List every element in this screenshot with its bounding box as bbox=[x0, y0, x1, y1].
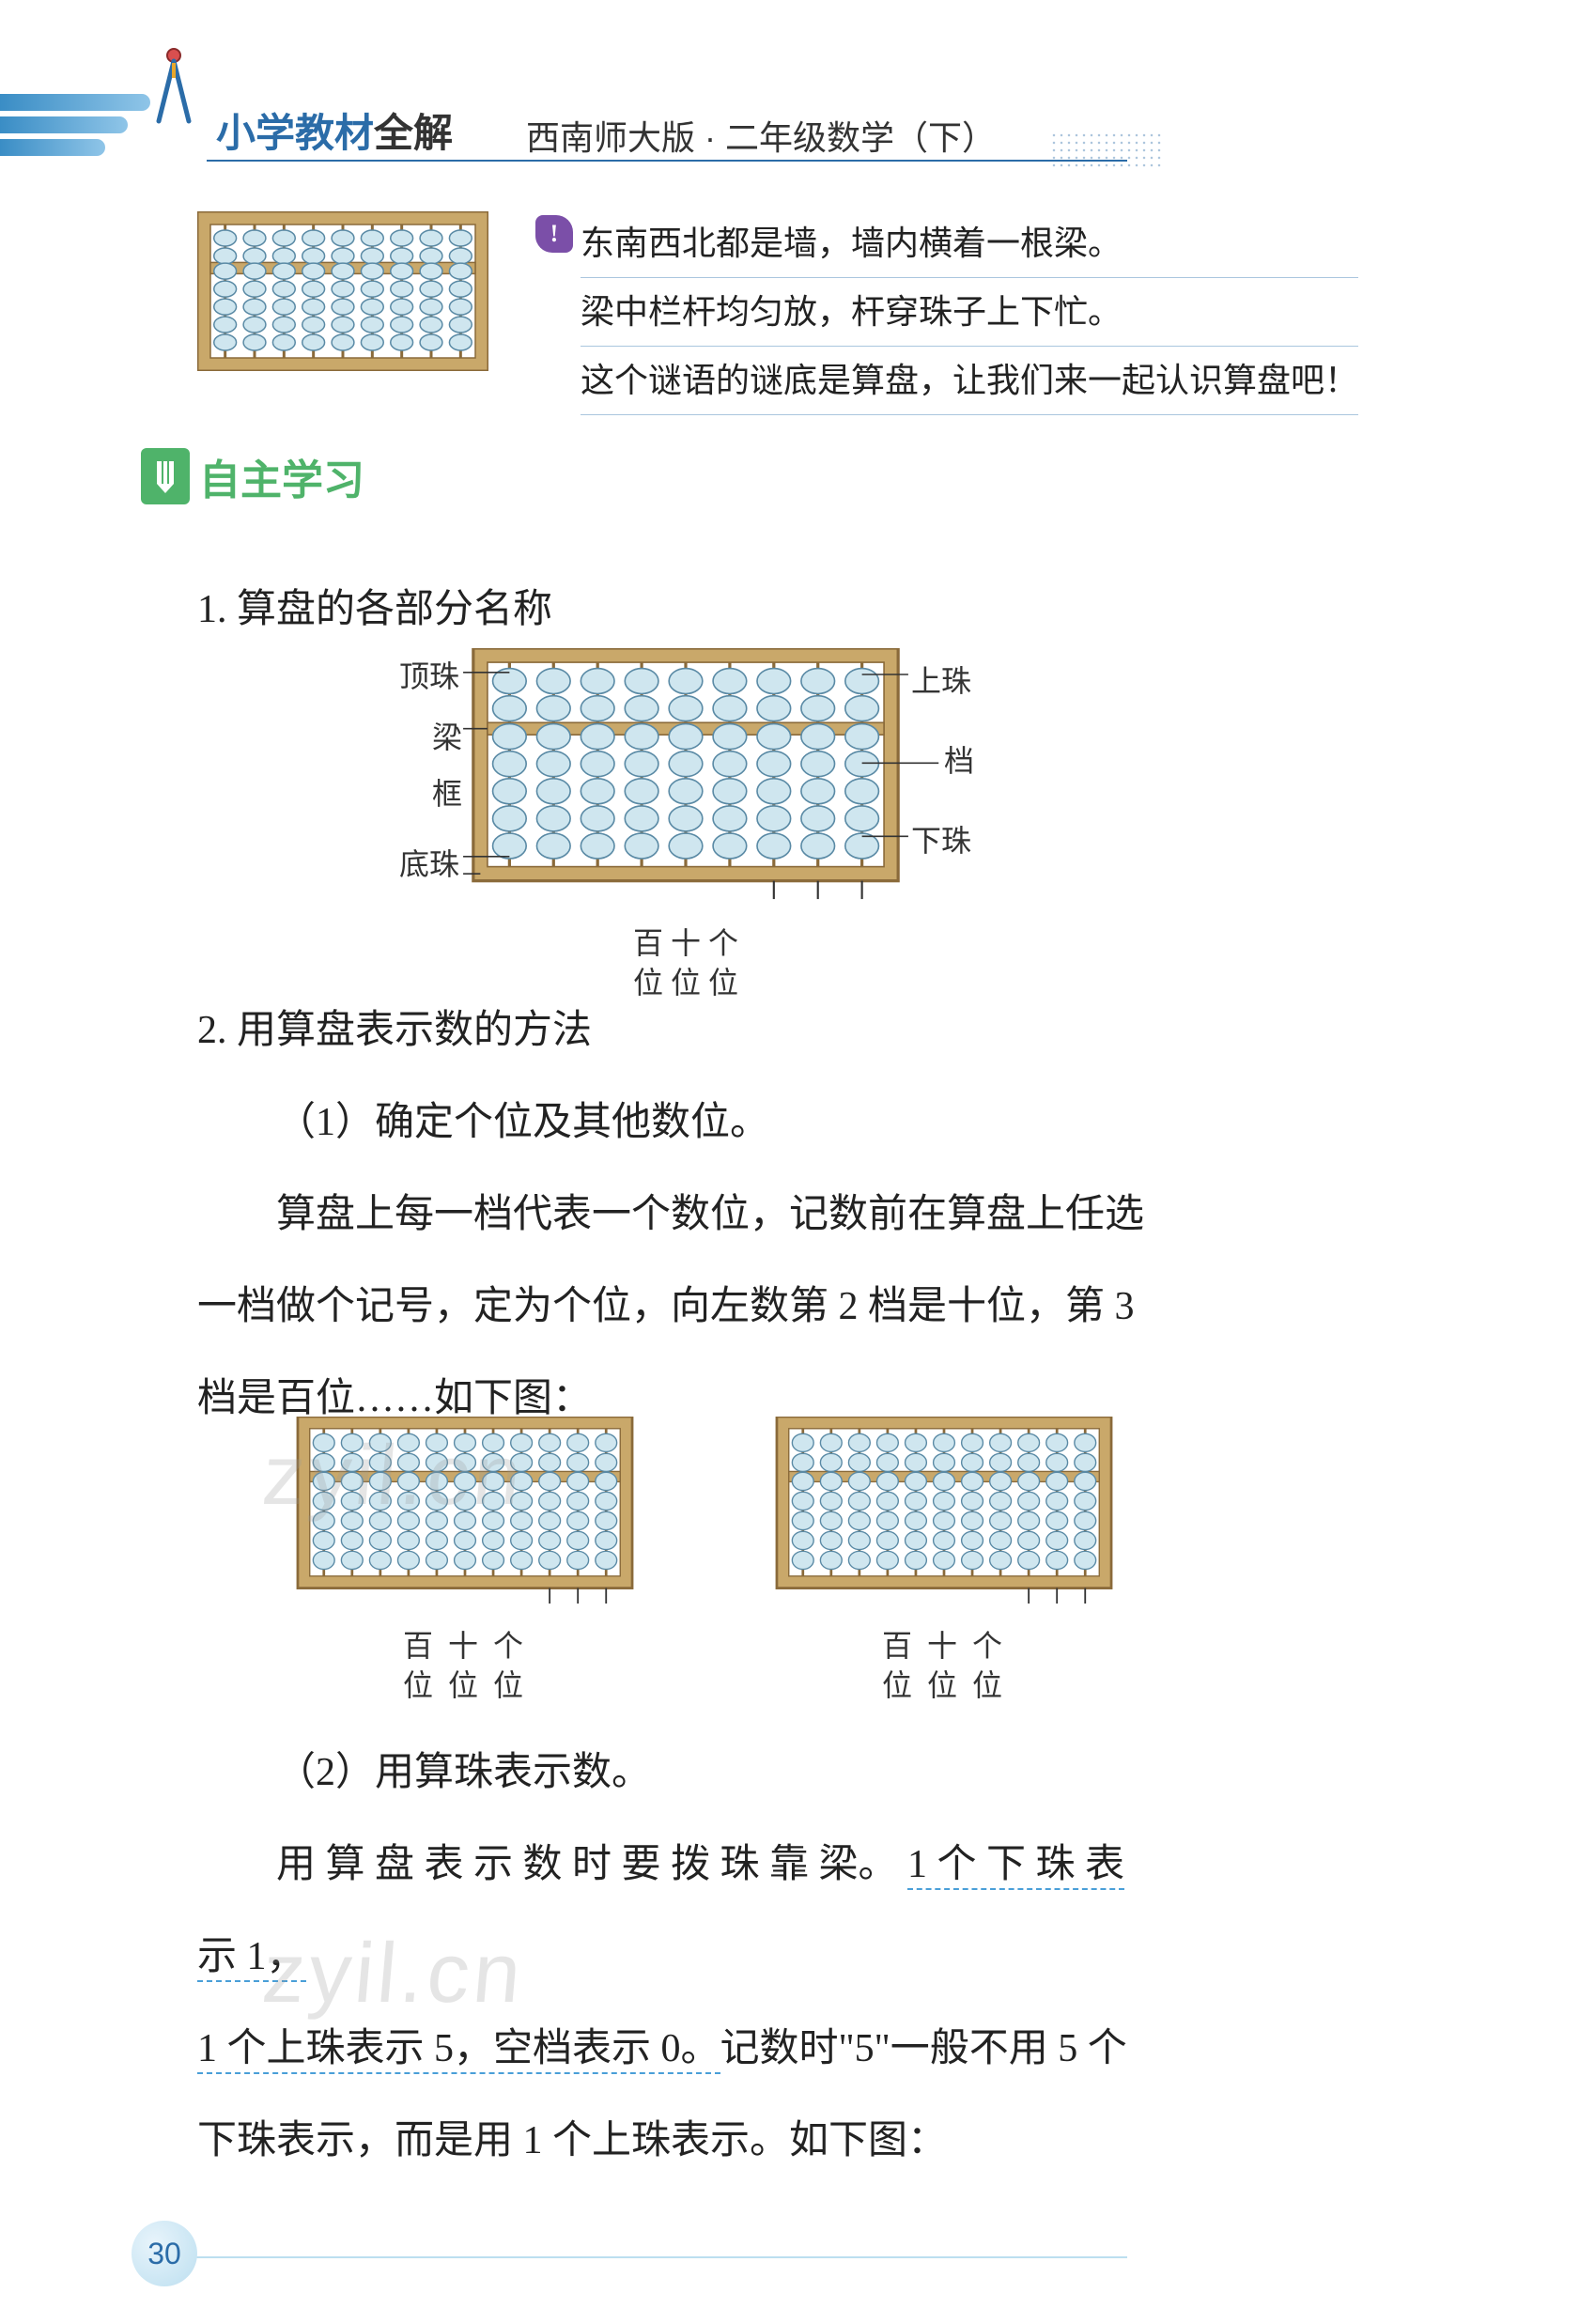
section-badge: 自主学习 bbox=[141, 446, 364, 506]
sub-1: （1）确定个位及其他数位。 bbox=[197, 1077, 1155, 1169]
paragraph-1: 算盘上每一档代表一个数位，记数前在算盘上任选一档做个记号，定为个位，向左数第 2… bbox=[197, 1169, 1155, 1445]
label-beam: 梁 bbox=[432, 714, 462, 757]
sub-2: （2）用算珠表示数。 bbox=[197, 1727, 1155, 1819]
place-value-labels: 百 十 个 位 位 位 bbox=[348, 923, 1024, 1002]
place-labels: 百 十 个 位 位 位 bbox=[282, 1626, 648, 1705]
place-labels: 百 十 个 位 位 位 bbox=[761, 1626, 1127, 1705]
abacus-pair: 百 十 个 位 位 位 百 十 个 位 位 位 bbox=[282, 1417, 1127, 1705]
tip-icon: ! bbox=[535, 215, 573, 253]
label-bottom-bead: 底珠 bbox=[399, 841, 459, 884]
riddle-text: 东南西北都是墙，墙内横着一根梁。 梁中栏杆均匀放，杆穿珠子上下忙。 这个谜语的谜… bbox=[581, 211, 1358, 417]
intro-row: ! 东南西北都是墙，墙内横着一根梁。 梁中栏杆均匀放，杆穿珠子上下忙。 这个谜语… bbox=[197, 211, 1358, 417]
label-rod: 档 bbox=[944, 737, 974, 781]
page-number: 30 bbox=[132, 2221, 197, 2286]
heading-1: 1. 算盘的各部分名称 bbox=[197, 564, 1155, 656]
riddle-line: 梁中栏杆均匀放，杆穿珠子上下忙。 bbox=[581, 280, 1358, 347]
series-title: 小学教材全解 bbox=[216, 101, 453, 159]
abacus-example-2: 百 十 个 位 位 位 bbox=[761, 1417, 1127, 1705]
header-underline bbox=[207, 160, 1127, 162]
compass-icon bbox=[146, 42, 202, 127]
edition-subtitle: 西南师大版 · 二年级数学（下） bbox=[526, 111, 996, 160]
series-accent: 全解 bbox=[374, 111, 453, 155]
abacus-intro-icon bbox=[197, 211, 488, 371]
series-text: 小学教材 bbox=[216, 111, 374, 155]
label-upper-bead: 上珠 bbox=[911, 658, 971, 701]
section-title: 自主学习 bbox=[199, 446, 364, 506]
paragraph-2b: 1 个上珠表示 5，空档表示 0。记数时"5"一般不用 5 个下珠表示，而是用 … bbox=[197, 2003, 1155, 2187]
footer-line bbox=[188, 2256, 1127, 2258]
riddle-block: ! 东南西北都是墙，墙内横着一根梁。 梁中栏杆均匀放，杆穿珠子上下忙。 这个谜语… bbox=[535, 211, 1358, 417]
label-frame: 框 bbox=[432, 770, 462, 813]
paragraph-2: 用 算 盘 表 示 数 时 要 拨 珠 靠 梁。 1 个 下 珠 表 示 1， bbox=[197, 1819, 1155, 2003]
riddle-line: 这个谜语的谜底是算盘，让我们来一起认识算盘吧！ bbox=[581, 349, 1358, 415]
dotted-decoration bbox=[1050, 132, 1163, 169]
label-top-bead: 顶珠 bbox=[399, 653, 459, 696]
pencil-icon bbox=[141, 448, 190, 504]
underlined-text: 1 个上珠表示 5，空档表示 0。 bbox=[197, 2027, 720, 2074]
label-lower-bead: 下珠 bbox=[911, 817, 971, 860]
header-stripes bbox=[0, 94, 150, 160]
riddle-line: 东南西北都是墙，墙内横着一根梁。 bbox=[581, 211, 1358, 278]
abacus-example-1: 百 十 个 位 位 位 bbox=[282, 1417, 648, 1705]
